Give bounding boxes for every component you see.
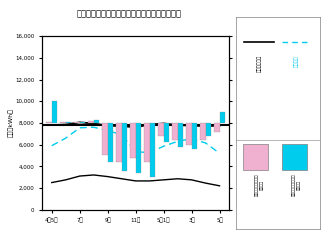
Y-axis label: （百万kWh）: （百万kWh） xyxy=(8,108,14,137)
Bar xyxy=(80,122,85,123)
Bar xyxy=(192,123,197,149)
Bar xyxy=(172,123,178,140)
Bar xyxy=(47,122,52,123)
Text: 電力需要実績: 電力需要実績 xyxy=(257,55,262,72)
Text: 発電実績: 発電実績 xyxy=(294,55,299,67)
Bar xyxy=(186,123,192,145)
FancyBboxPatch shape xyxy=(243,144,268,170)
Text: 電力需要実績・発電実績及び前年同月比の推移: 電力需要実績・発電実績及び前年同月比の推移 xyxy=(77,10,182,19)
Bar xyxy=(102,123,108,155)
Bar xyxy=(214,123,220,132)
Bar xyxy=(74,122,80,123)
Bar xyxy=(164,123,169,142)
Bar xyxy=(116,123,122,162)
Bar xyxy=(150,123,155,177)
Bar xyxy=(144,123,150,162)
FancyBboxPatch shape xyxy=(282,144,307,170)
Bar xyxy=(130,123,136,158)
Text: 前年同月比（需要）
（速報）: 前年同月比（需要） （速報） xyxy=(255,174,264,196)
Bar xyxy=(94,120,99,123)
Bar xyxy=(89,121,94,123)
Bar xyxy=(136,123,141,173)
Bar xyxy=(66,122,71,123)
Bar xyxy=(60,122,66,123)
Bar xyxy=(220,112,225,123)
Bar xyxy=(200,123,205,140)
Bar xyxy=(122,123,127,171)
Bar xyxy=(108,123,113,162)
Bar xyxy=(178,123,183,147)
Bar xyxy=(205,123,211,136)
Text: 前年同月比（発電）
（速報）: 前年同月比（発電） （速報） xyxy=(292,174,301,196)
Bar xyxy=(52,101,57,123)
Bar xyxy=(158,123,164,136)
Y-axis label: （％）: （％） xyxy=(247,117,253,128)
